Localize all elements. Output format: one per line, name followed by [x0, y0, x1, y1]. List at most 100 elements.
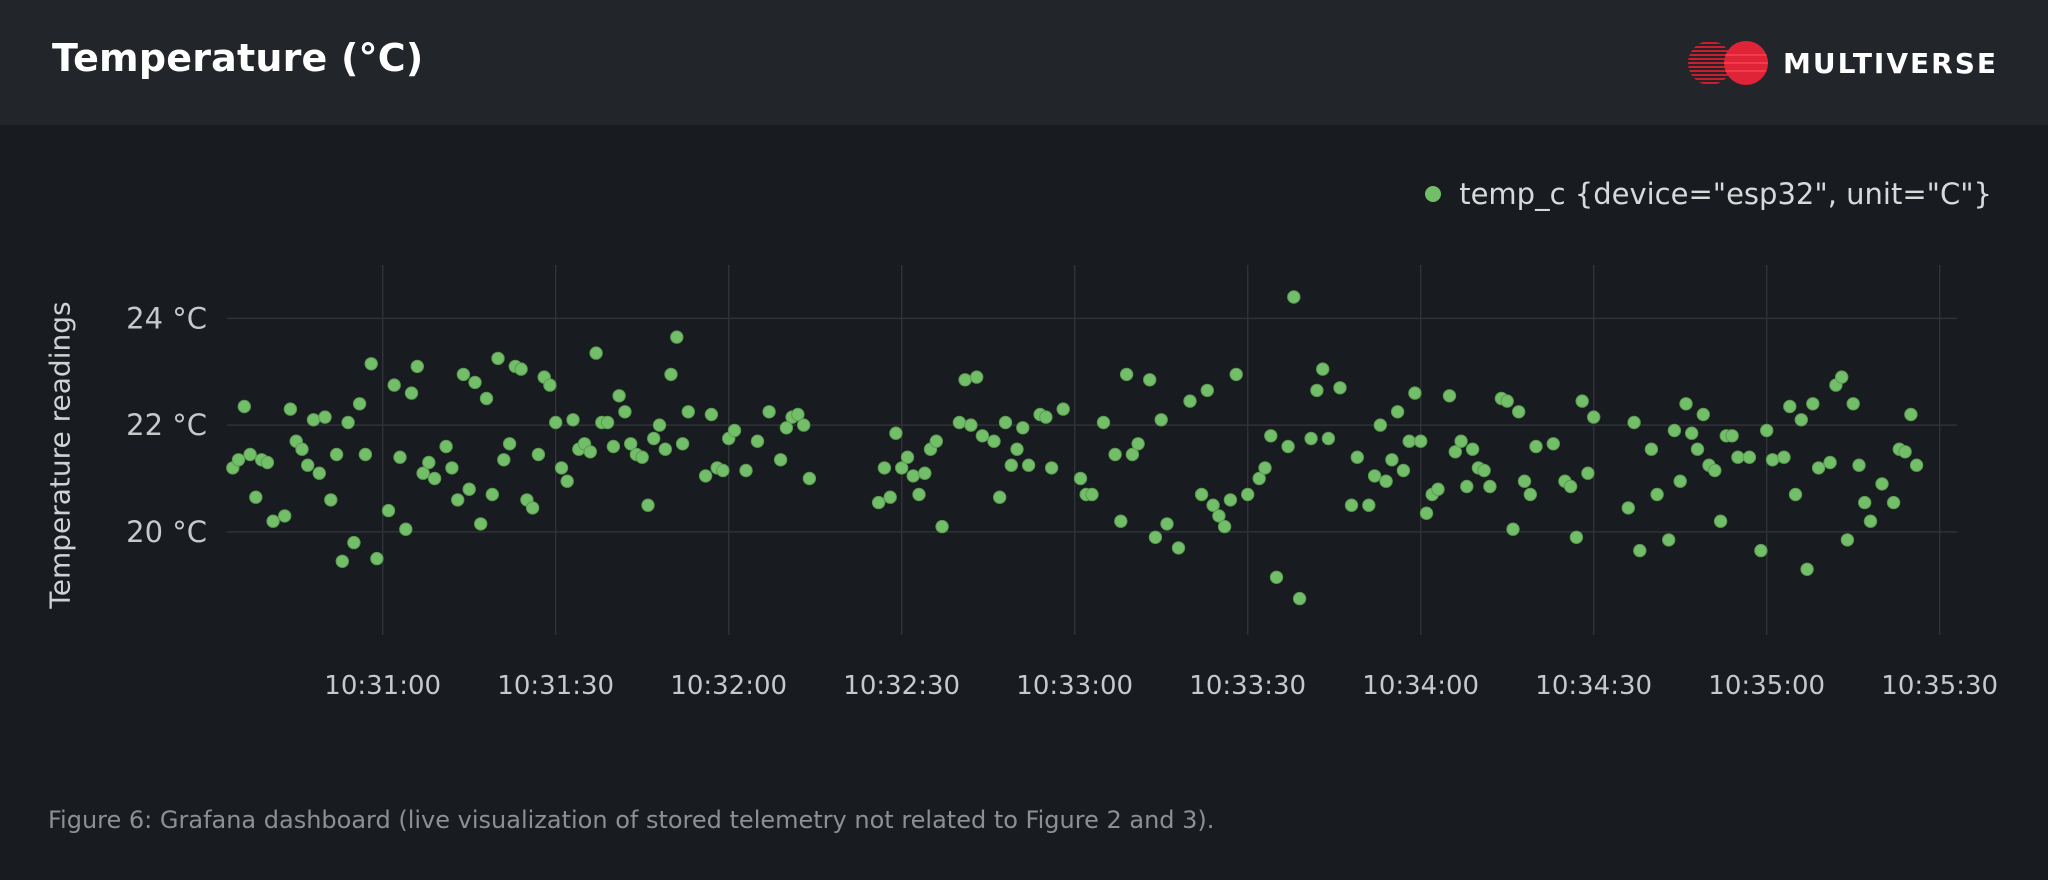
data-point[interactable] — [278, 509, 292, 523]
data-point[interactable] — [1690, 442, 1705, 456]
data-point[interactable] — [779, 421, 794, 435]
data-point[interactable] — [1662, 533, 1676, 547]
data-point[interactable] — [1039, 410, 1053, 424]
data-point[interactable] — [727, 423, 742, 438]
data-point[interactable] — [704, 407, 719, 422]
data-point[interactable] — [1269, 570, 1284, 584]
data-point[interactable] — [1904, 407, 1918, 422]
data-point[interactable] — [1333, 381, 1347, 395]
data-point[interactable] — [485, 487, 499, 502]
data-point[interactable] — [1840, 533, 1855, 547]
data-point[interactable] — [1886, 495, 1901, 510]
data-point[interactable] — [295, 442, 309, 456]
data-point[interactable] — [998, 415, 1013, 430]
data-point[interactable] — [1863, 514, 1878, 528]
data-point[interactable] — [1777, 450, 1791, 464]
data-point[interactable] — [554, 461, 569, 475]
data-point[interactable] — [416, 466, 430, 480]
data-point[interactable] — [1460, 479, 1474, 494]
data-point[interactable] — [341, 415, 355, 430]
data-point[interactable] — [970, 370, 984, 384]
data-point[interactable] — [716, 463, 730, 478]
data-point[interactable] — [1373, 418, 1388, 432]
data-point[interactable] — [762, 405, 776, 419]
data-point[interactable] — [1563, 479, 1578, 494]
data-point[interactable] — [1154, 413, 1168, 427]
data-point[interactable] — [1316, 362, 1330, 376]
data-point[interactable] — [1044, 461, 1059, 475]
data-point[interactable] — [479, 391, 494, 406]
data-point[interactable] — [1310, 383, 1324, 398]
data-point[interactable] — [318, 410, 332, 424]
data-point[interactable] — [1713, 514, 1728, 528]
data-point[interactable] — [670, 330, 684, 344]
data-point[interactable] — [958, 373, 972, 387]
data-point[interactable] — [1217, 519, 1232, 534]
data-point[interactable] — [1673, 474, 1687, 488]
data-point[interactable] — [883, 490, 897, 504]
data-point[interactable] — [1523, 487, 1538, 502]
data-point[interactable] — [1754, 543, 1768, 558]
data-point[interactable] — [1823, 455, 1837, 470]
data-point[interactable] — [606, 439, 621, 454]
data-point[interactable] — [993, 490, 1007, 504]
data-point[interactable] — [301, 458, 315, 472]
data-point[interactable] — [1344, 498, 1359, 512]
data-point[interactable] — [900, 450, 915, 464]
data-point[interactable] — [399, 522, 413, 536]
data-point[interactable] — [964, 418, 978, 432]
data-point[interactable] — [1287, 290, 1301, 304]
data-point[interactable] — [589, 346, 603, 360]
data-point[interactable] — [1021, 458, 1036, 472]
data-point[interactable] — [1442, 389, 1457, 403]
data-point[interactable] — [1281, 439, 1295, 454]
data-point[interactable] — [906, 469, 920, 483]
data-point[interactable] — [929, 434, 943, 448]
data-point[interactable] — [1500, 394, 1514, 408]
data-point[interactable] — [1679, 397, 1693, 411]
data-point[interactable] — [1852, 458, 1866, 472]
data-point[interactable] — [1194, 487, 1209, 502]
data-point[interactable] — [456, 367, 471, 382]
data-point[interactable] — [1529, 439, 1543, 454]
data-point[interactable] — [243, 447, 257, 462]
data-point[interactable] — [329, 447, 344, 462]
data-point[interactable] — [1419, 506, 1434, 520]
data-point[interactable] — [422, 455, 436, 470]
data-point[interactable] — [918, 466, 932, 480]
data-point[interactable] — [451, 493, 465, 507]
data-point[interactable] — [1685, 426, 1699, 440]
data-point[interactable] — [658, 442, 672, 456]
data-point[interactable] — [468, 375, 482, 390]
data-point[interactable] — [352, 397, 367, 411]
data-point[interactable] — [1835, 370, 1849, 384]
data-point[interactable] — [1650, 487, 1664, 502]
data-point[interactable] — [335, 554, 349, 568]
data-point[interactable] — [1465, 442, 1480, 456]
data-point[interactable] — [652, 418, 667, 432]
data-point[interactable] — [1085, 487, 1099, 502]
data-point[interactable] — [1546, 437, 1561, 451]
data-point[interactable] — [1379, 474, 1393, 488]
data-point[interactable] — [393, 450, 407, 464]
data-point[interactable] — [1119, 367, 1134, 382]
data-point[interactable] — [583, 445, 597, 459]
data-point[interactable] — [624, 437, 638, 451]
data-point[interactable] — [1454, 434, 1468, 448]
data-point[interactable] — [647, 431, 661, 446]
data-point[interactable] — [1760, 423, 1774, 438]
data-point[interactable] — [935, 519, 949, 534]
data-point[interactable] — [502, 437, 517, 451]
data-point[interactable] — [912, 487, 926, 502]
data-point[interactable] — [1725, 429, 1739, 443]
data-point[interactable] — [497, 453, 511, 467]
data-point[interactable] — [1073, 471, 1088, 486]
data-point[interactable] — [1004, 458, 1018, 472]
data-point[interactable] — [1200, 383, 1215, 398]
data-point[interactable] — [871, 495, 886, 510]
data-point[interactable] — [1846, 397, 1860, 411]
data-point[interactable] — [249, 490, 263, 504]
data-point[interactable] — [1258, 461, 1272, 475]
data-point[interactable] — [427, 471, 442, 486]
data-point[interactable] — [1587, 410, 1601, 424]
